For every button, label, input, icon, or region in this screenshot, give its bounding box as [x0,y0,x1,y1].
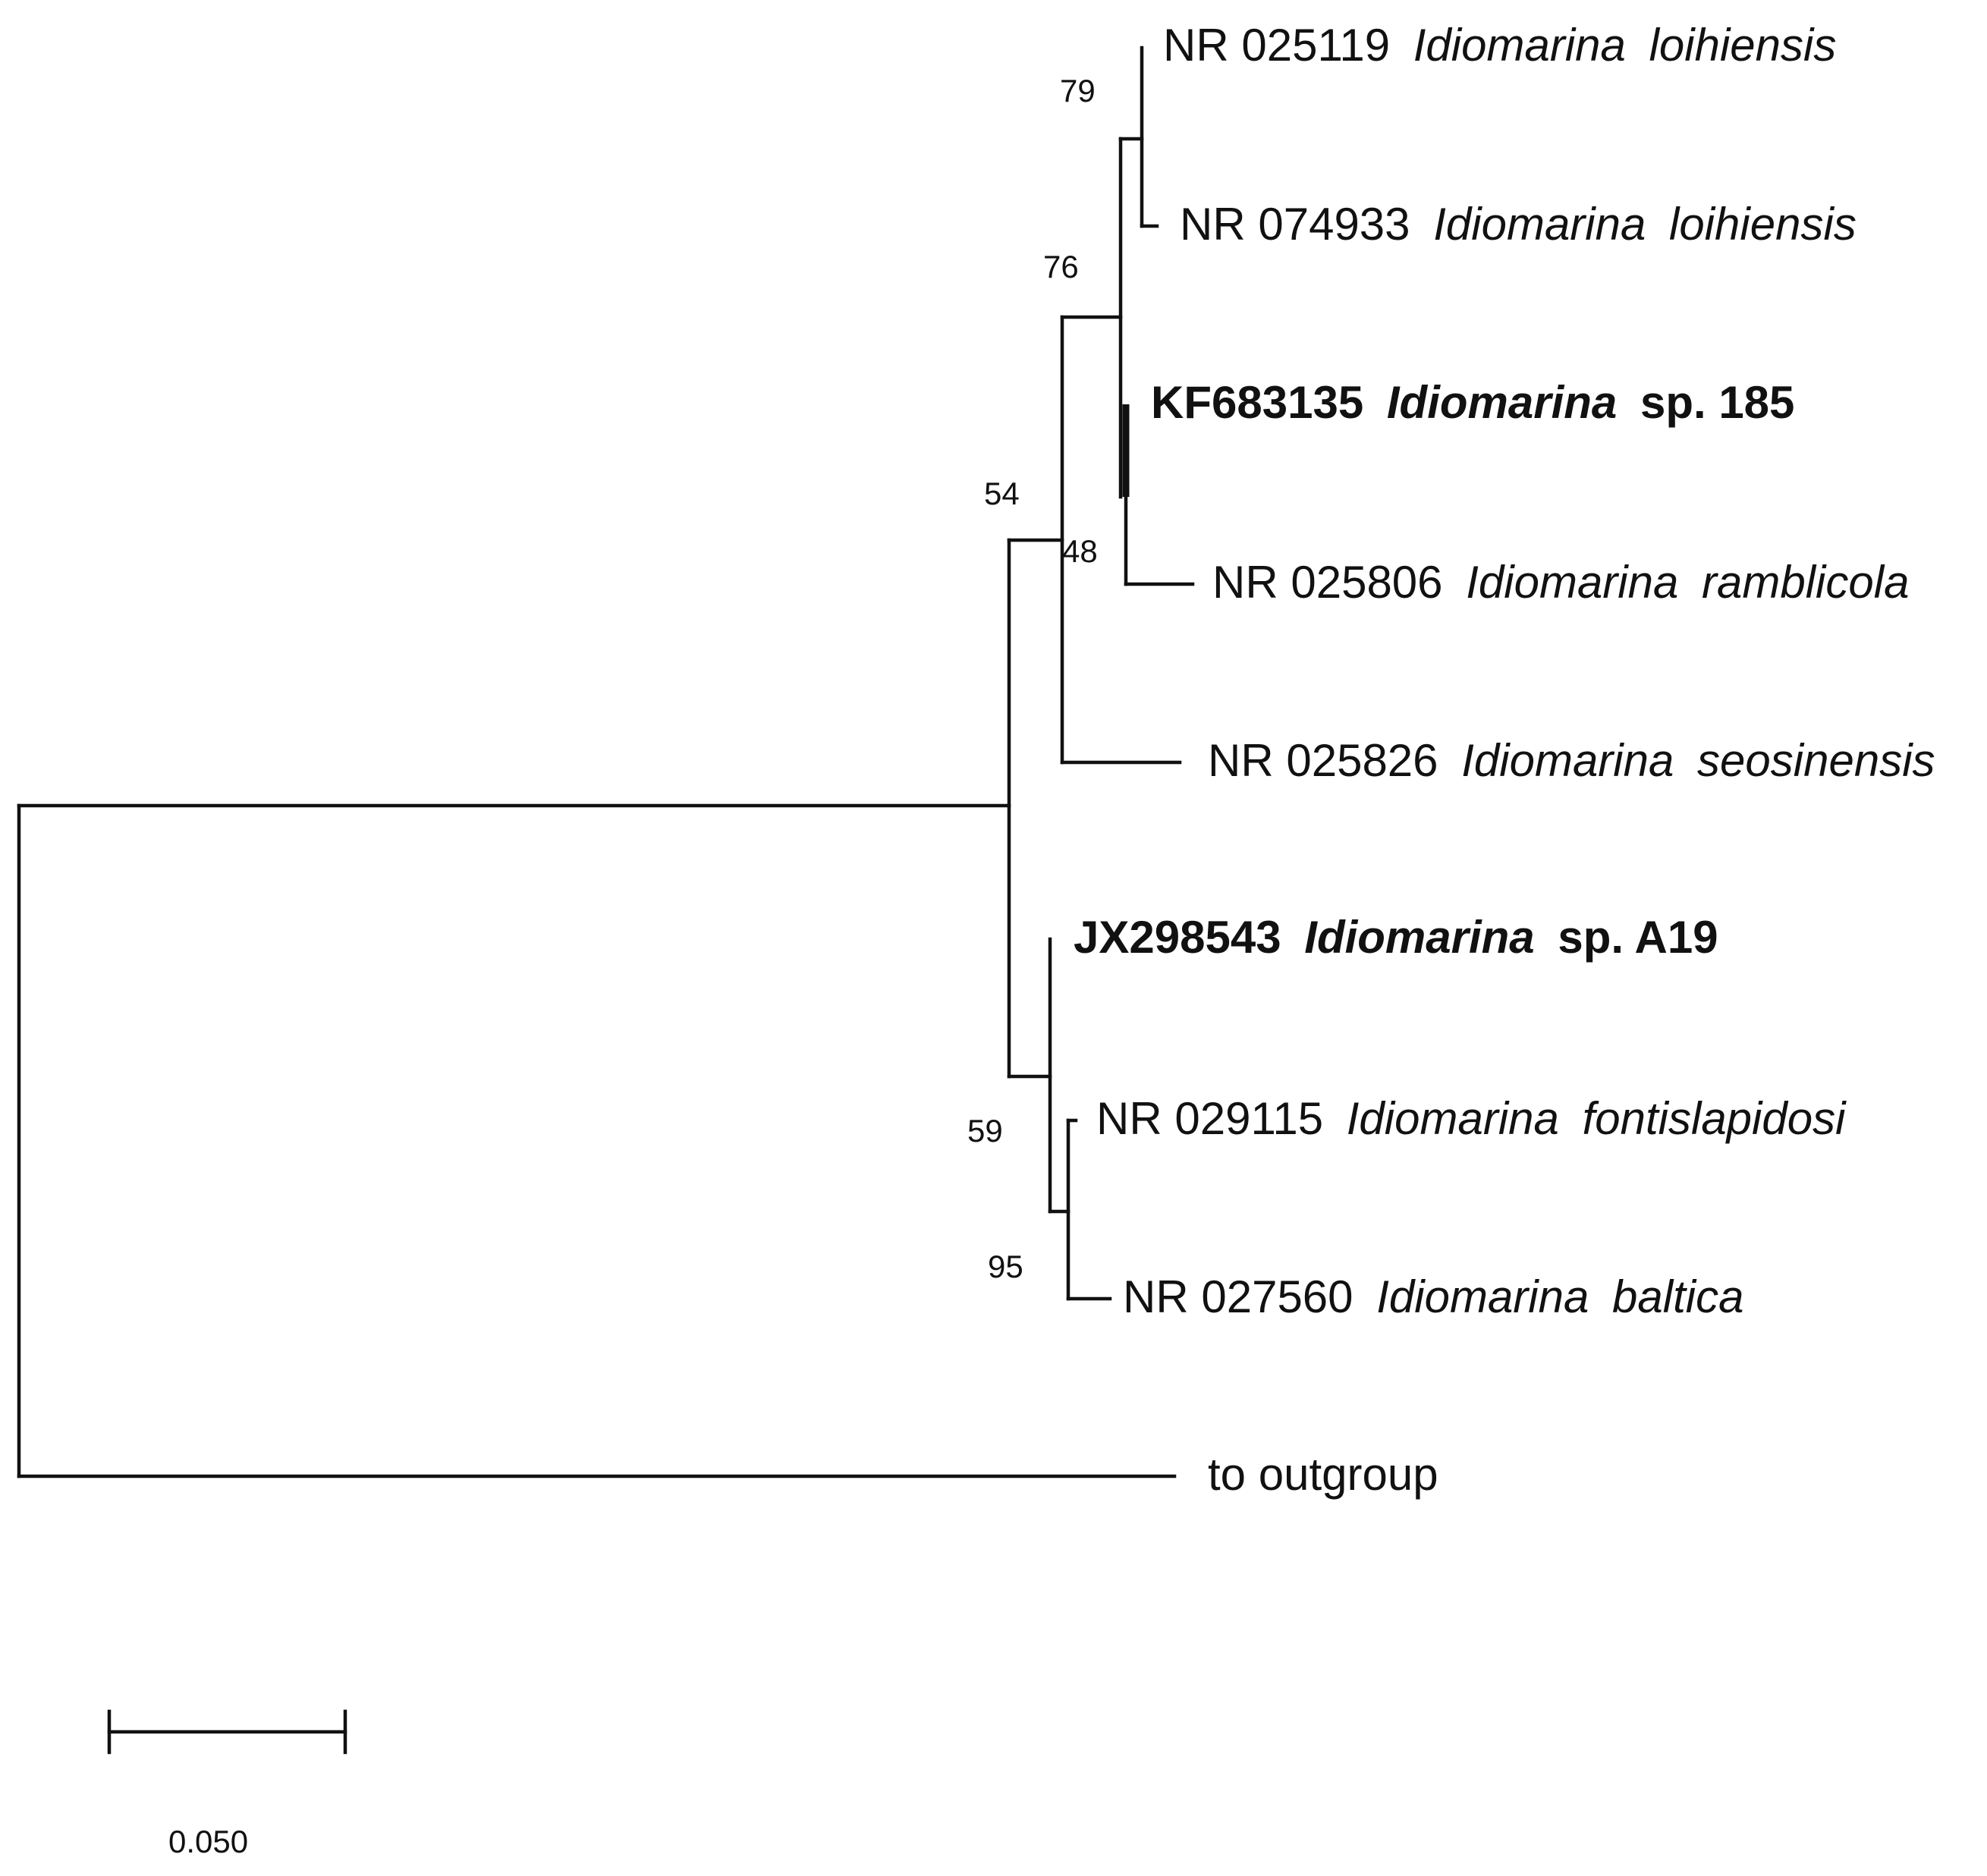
genus: Idiomarina [1433,199,1646,250]
bootstrap-79: 79 [1060,73,1096,108]
bootstrap-59: 59 [967,1113,1003,1149]
accession: KF683135 [1151,377,1363,428]
species: sp. 185 [1640,377,1794,428]
accession: NR 074933 [1180,199,1410,250]
scale-bar: 0.050 [107,1709,347,1859]
bootstrap-48: 48 [1062,533,1098,569]
accession: NR 025806 [1212,557,1443,608]
genus: Idiomarina [1347,1093,1559,1144]
taxon-label-nr029115: NR 029115 Idiomarina fontislapidosi [1096,1093,1847,1144]
genus: Idiomarina [1304,912,1534,963]
bootstrap-95: 95 [988,1249,1023,1284]
accession: NR 029115 [1096,1093,1323,1144]
outgroup-label: to outgroup [1208,1449,1438,1500]
genus: Idiomarina [1466,557,1678,608]
taxon-label-nr025119: NR 025119 Idiomarina loihiensis [1163,20,1836,71]
bootstrap-76: 76 [1043,249,1079,284]
genus: Idiomarina [1376,1271,1589,1322]
taxon-label-nr025826: NR 025826 Idiomarina seosinensis [1208,735,1935,786]
taxon-label-nr027560: NR 027560 Idiomarina baltica [1123,1271,1743,1322]
genus: Idiomarina [1387,377,1617,428]
accession: JX298543 [1074,912,1281,963]
taxon-label-nr074933: NR 074933 Idiomarina loihiensis [1180,199,1857,250]
species: fontislapidosi [1583,1093,1847,1144]
species: loihiensis [1649,20,1837,71]
species: baltica [1612,1271,1743,1322]
species: ramblicola [1702,557,1909,608]
genus: Idiomarina [1413,20,1626,71]
accession: NR 027560 [1123,1271,1353,1322]
taxon-label-nr025806: NR 025806 Idiomarina ramblicola [1212,557,1909,608]
genus: Idiomarina [1461,735,1674,786]
species: sp. A19 [1558,912,1718,963]
taxon-label-kf683135: KF683135 Idiomarina sp. 185 [1151,377,1794,428]
bootstrap-54: 54 [984,476,1020,511]
species: loihiensis [1669,199,1857,250]
accession: NR 025119 [1163,20,1390,71]
accession: NR 025826 [1208,735,1438,786]
taxon-label-jx298543: JX298543 Idiomarina sp. A19 [1074,912,1718,963]
species: seosinensis [1697,735,1935,786]
scale-bar-label: 0.050 [168,1824,248,1859]
